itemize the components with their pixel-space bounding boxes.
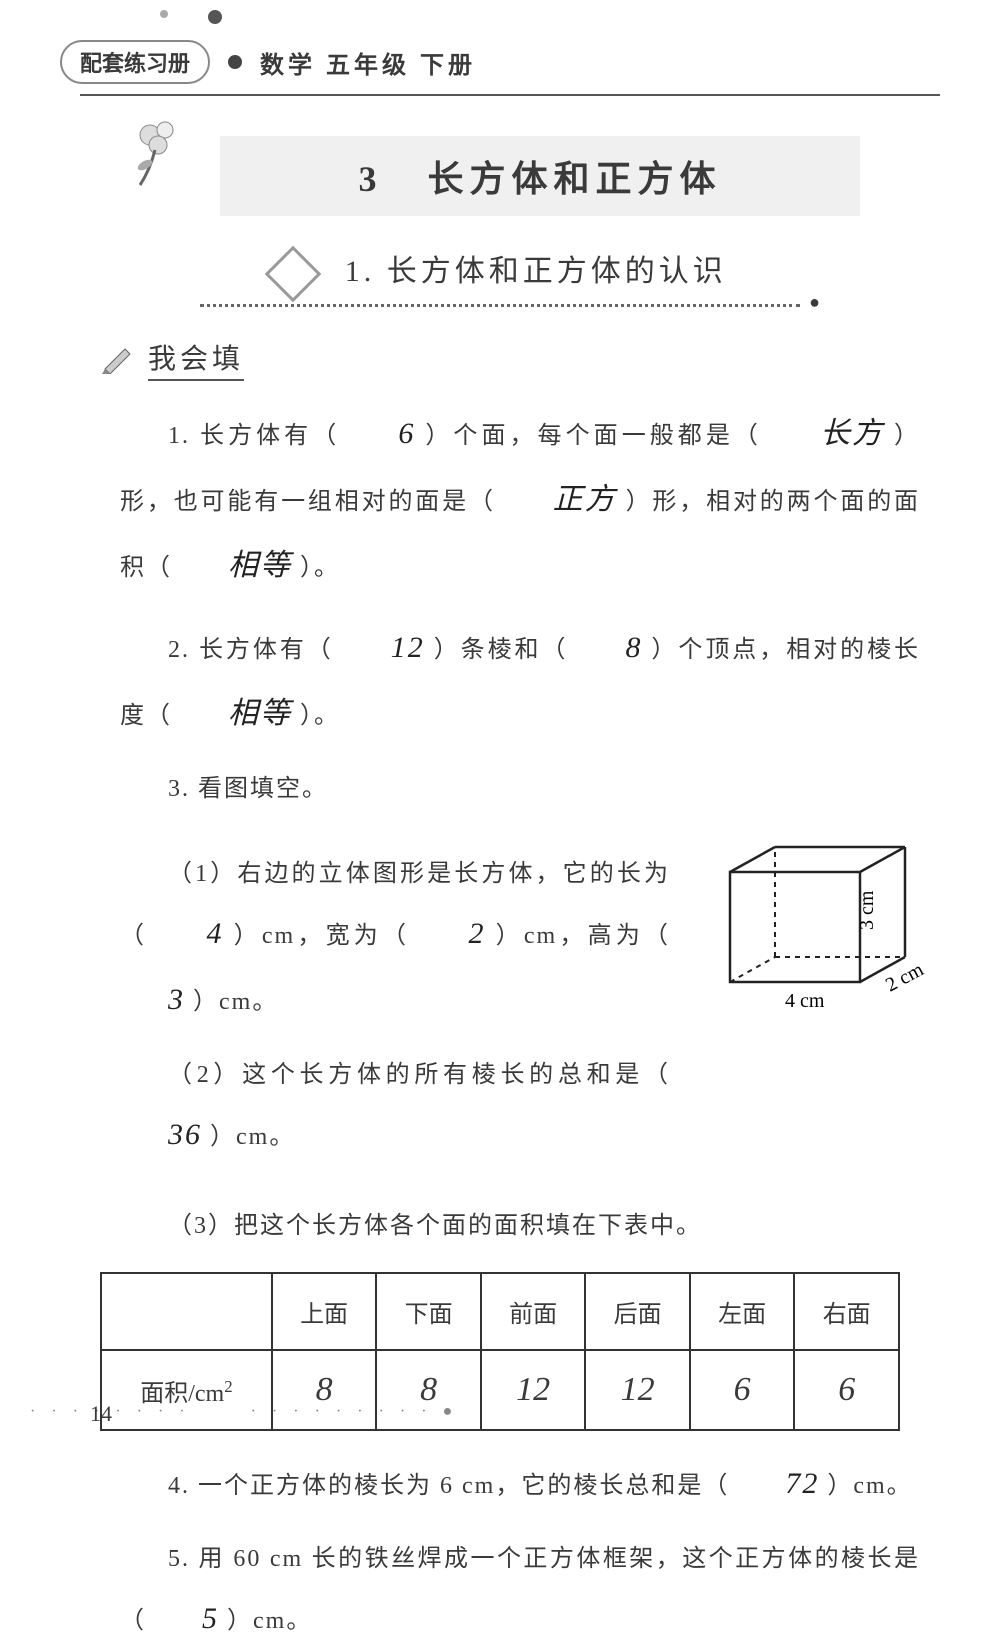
- page-number: 14: [90, 1401, 112, 1427]
- cuboid-height-label: 3 cm: [856, 890, 878, 930]
- cuboid-width-label: 2 cm: [882, 958, 928, 996]
- answer-2-1: 12: [343, 615, 425, 681]
- subsection-label: 我会填: [148, 337, 244, 381]
- val-left: 6: [690, 1350, 795, 1430]
- answer-2-2: 8: [577, 615, 642, 681]
- answer-2-3: 相等: [180, 681, 292, 747]
- table-header-row: 上面 下面 前面 后面 左面 右面: [101, 1273, 899, 1350]
- section-number: 1.: [345, 255, 376, 288]
- answer-4-1: 72: [737, 1451, 819, 1517]
- col-bottom: 下面: [376, 1273, 481, 1350]
- section-underline: [200, 304, 800, 307]
- cuboid-length-label: 4 cm: [785, 990, 825, 1012]
- answer-3-1-1: 4: [158, 901, 223, 967]
- answer-3-1-2: 2: [420, 901, 485, 967]
- question-3-2: （2）这个长方体的所有棱长的总和是（ 36 ）cm。: [120, 1049, 670, 1168]
- question-2: 2. 长方体有（ 12 ）条棱和（ 8 ）个顶点，相对的棱长度（ 相等 ）。: [120, 615, 920, 747]
- question-1: 1. 长方体有（ 6 ）个面，每个面一般都是（ 长方 ）形，也可能有一组相对的面…: [120, 401, 920, 599]
- answer-1-2: 长方: [772, 401, 884, 467]
- chapter-title: 3 长方体和正方体: [220, 136, 860, 216]
- section-name: 长方体和正方体的认识: [387, 255, 727, 288]
- answer-1-3: 正方: [505, 467, 617, 533]
- answer-3-1-3: 3: [120, 967, 185, 1033]
- answer-3-2-1: 36: [120, 1102, 202, 1168]
- page-header: 配套练习册 数学 五年级 下册: [60, 40, 940, 84]
- answer-1-4: 相等: [180, 533, 292, 599]
- pencil-icon: [100, 344, 140, 374]
- flower-icon: [120, 110, 200, 190]
- val-front: 12: [481, 1350, 586, 1430]
- col-back: 后面: [585, 1273, 690, 1350]
- table-blank-header: [101, 1273, 272, 1350]
- col-right: 右面: [794, 1273, 899, 1350]
- dot-icon: [228, 55, 242, 69]
- diamond-icon: [265, 246, 322, 303]
- decorative-dots-top: [160, 10, 222, 24]
- question-4: 4. 一个正方体的棱长为 6 cm，它的棱长总和是（ 72 ）cm。: [120, 1451, 920, 1517]
- col-top: 上面: [272, 1273, 377, 1350]
- question-3-1: （1）右边的立体图形是长方体，它的长为（ 4 ）cm，宽为（ 2 ）cm，高为（…: [120, 848, 670, 1033]
- header-rule: [80, 94, 940, 96]
- question-5: 5. 用 60 cm 长的铁丝焊成一个正方体框架，这个正方体的棱长是（ 5 ）c…: [120, 1533, 920, 1652]
- answer-1-1: 6: [350, 401, 415, 467]
- question-3-title: 3. 看图填空。: [120, 763, 920, 816]
- col-front: 前面: [481, 1273, 586, 1350]
- val-right: 6: [794, 1350, 899, 1430]
- val-back: 12: [585, 1350, 690, 1430]
- cuboid-diagram: 4 cm 2 cm 3 cm: [710, 842, 940, 1032]
- question-3-3: （3）把这个长方体各个面的面积填在下表中。: [120, 1200, 920, 1253]
- answer-5-1: 5: [154, 1586, 219, 1652]
- section-title: 1. 长方体和正方体的认识: [60, 246, 940, 294]
- col-left: 左面: [690, 1273, 795, 1350]
- workbook-badge: 配套练习册: [60, 40, 210, 84]
- chapter-name: 长方体和正方体: [427, 159, 721, 199]
- chapter-number: 3: [358, 159, 382, 199]
- subsection-header: 我会填: [100, 337, 940, 381]
- subject-title: 数学 五年级 下册: [260, 45, 476, 80]
